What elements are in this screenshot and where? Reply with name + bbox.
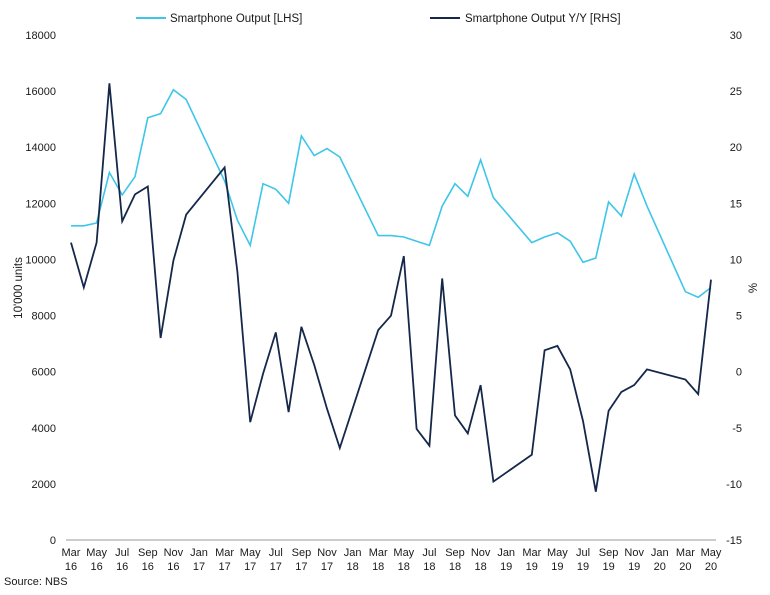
x-tick-year: 20: [654, 561, 666, 573]
x-tick-year: 16: [167, 561, 179, 573]
x-tick-month: Jan: [651, 547, 669, 559]
right-tick-label: 10: [730, 254, 742, 266]
x-tick-month: Mar: [522, 547, 541, 559]
x-tick-year: 18: [346, 561, 358, 573]
right-tick-label: 25: [730, 86, 742, 98]
x-tick-month: May: [393, 547, 414, 559]
x-tick-month: Jul: [269, 547, 283, 559]
left-tick-label: 4000: [32, 423, 56, 435]
x-tick-year: 17: [321, 561, 333, 573]
x-tick-year: 19: [551, 561, 563, 573]
x-tick-month: Jul: [422, 547, 436, 559]
left-tick-label: 10000: [25, 254, 56, 266]
series-lines: [70, 83, 712, 492]
right-tick-label: 5: [736, 311, 742, 323]
series-line-2: [70, 83, 712, 492]
left-tick-label: 0: [50, 535, 56, 547]
left-axis-ticks: 0 2000 4000 6000 8000 10000 12000 14000 16000 180…: [25, 30, 56, 547]
x-tick-month: May: [701, 547, 722, 559]
right-tick-label: 30: [730, 30, 742, 42]
x-tick-year: 20: [679, 561, 691, 573]
x-tick-year: 16: [90, 561, 102, 573]
x-tick-month: Nov: [471, 547, 491, 559]
x-tick-month: Nov: [164, 547, 184, 559]
x-tick-year: 16: [116, 561, 128, 573]
x-tick-month: Jul: [576, 547, 590, 559]
x-tick-month: Jan: [190, 547, 208, 559]
x-tick-month: Sep: [138, 547, 158, 559]
x-tick-year: 19: [526, 561, 538, 573]
x-tick-month: May: [86, 547, 107, 559]
left-tick-label: 14000: [25, 142, 56, 154]
x-tick-year: 19: [577, 561, 589, 573]
x-tick-month: May: [547, 547, 568, 559]
left-tick-label: 18000: [25, 30, 56, 42]
x-tick-month: Jan: [344, 547, 362, 559]
left-tick-label: 12000: [25, 198, 56, 210]
x-tick-year: 19: [602, 561, 614, 573]
right-axis-title: %: [748, 283, 760, 293]
x-tick-month: Sep: [445, 547, 465, 559]
x-tick-month: Jan: [497, 547, 515, 559]
right-axis-ticks: -15 -10 -5 0 5 10 15 20 25 30: [726, 30, 742, 547]
x-tick-month: May: [240, 547, 261, 559]
x-tick-month: Sep: [599, 547, 619, 559]
x-tick-year: 17: [193, 561, 205, 573]
legend: Smartphone Output [LHS] Smartphone Output…: [136, 13, 621, 25]
left-tick-label: 2000: [32, 479, 56, 491]
x-tick-month: Jul: [115, 547, 129, 559]
legend-label-1: Smartphone Output [LHS]: [170, 13, 302, 25]
x-tick-year: 18: [449, 561, 461, 573]
x-tick-year: 18: [474, 561, 486, 573]
right-tick-label: 0: [736, 367, 742, 379]
x-tick-year: 19: [500, 561, 512, 573]
x-tick-year: 17: [244, 561, 256, 573]
left-axis-title: 10'000 units: [13, 257, 25, 319]
x-tick-month: Mar: [676, 547, 695, 559]
left-tick-label: 6000: [32, 367, 56, 379]
x-tick-month: Sep: [292, 547, 312, 559]
x-tick-month: Mar: [215, 547, 234, 559]
right-tick-label: 20: [730, 142, 742, 154]
x-tick-year: 17: [270, 561, 282, 573]
x-tick-year: 18: [423, 561, 435, 573]
x-tick-year: 19: [628, 561, 640, 573]
x-tick-month: Mar: [62, 547, 81, 559]
x-tick-year: 16: [65, 561, 77, 573]
left-tick-label: 16000: [25, 86, 56, 98]
series-line-1: [71, 88, 712, 299]
x-tick-year: 17: [295, 561, 307, 573]
x-tick-month: Mar: [369, 547, 388, 559]
right-tick-label: 15: [730, 198, 742, 210]
x-tick-month: Nov: [317, 547, 337, 559]
x-tick-year: 18: [372, 561, 384, 573]
right-tick-label: -5: [732, 423, 742, 435]
x-tick-year: 16: [142, 561, 154, 573]
x-tick-year: 20: [705, 561, 717, 573]
right-tick-label: -15: [726, 535, 742, 547]
source-note: Source: NBS: [4, 576, 68, 588]
x-tick-year: 18: [398, 561, 410, 573]
left-tick-label: 8000: [32, 311, 56, 323]
x-tick-year: 17: [218, 561, 230, 573]
x-axis-ticks: Mar 16 May 16 Jul 16 Sep 16 Nov 16 Jan 17 Mar 17 May 17…: [62, 547, 722, 573]
legend-label-2: Smartphone Output Y/Y [RHS]: [465, 13, 621, 25]
x-tick-month: Nov: [624, 547, 644, 559]
right-tick-label: -10: [726, 479, 742, 491]
